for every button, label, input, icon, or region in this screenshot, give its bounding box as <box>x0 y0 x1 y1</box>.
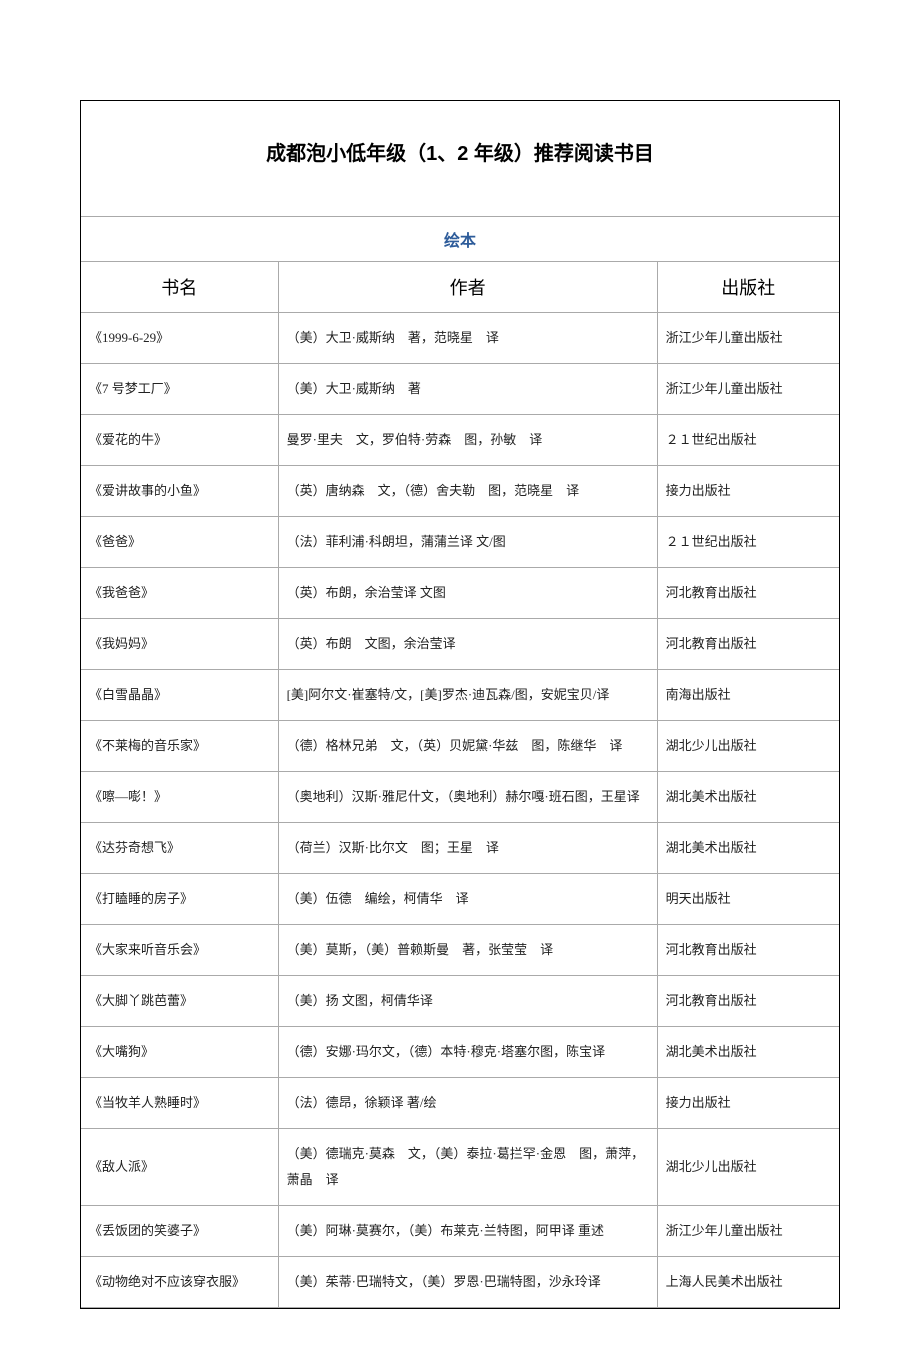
cell-title: 《我爸爸》 <box>81 568 278 619</box>
cell-publisher: 明天出版社 <box>657 874 839 925</box>
cell-title: 《当牧羊人熟睡时》 <box>81 1078 278 1129</box>
cell-author: （法）德昂，徐颖译 著/绘 <box>278 1078 657 1129</box>
cell-publisher: 浙江少年儿童出版社 <box>657 1206 839 1257</box>
cell-title: 《动物绝对不应该穿衣服》 <box>81 1257 278 1308</box>
cell-author: （英）布朗 文图，余治莹译 <box>278 619 657 670</box>
cell-publisher: 湖北少儿出版社 <box>657 1129 839 1206</box>
page-title: 成都泡小低年级（1、2 年级）推荐阅读书目 <box>81 101 839 217</box>
book-table: 成都泡小低年级（1、2 年级）推荐阅读书目 绘本 书名 作者 出版社 《1999… <box>81 101 839 1308</box>
cell-publisher: 湖北美术出版社 <box>657 772 839 823</box>
table-row: 《爱讲故事的小鱼》（英）唐纳森 文，（德）舍夫勒 图，范晓星 译接力出版社 <box>81 466 839 517</box>
table-row: 《当牧羊人熟睡时》（法）德昂，徐颖译 著/绘接力出版社 <box>81 1078 839 1129</box>
cell-author: （美）莫斯，（美）普赖斯曼 著，张莹莹 译 <box>278 925 657 976</box>
cell-author: [美]阿尔文·崔塞特/文，[美]罗杰·迪瓦森/图，安妮宝贝/译 <box>278 670 657 721</box>
table-row: 《爸爸》（法）菲利浦·科朗坦，蒲蒲兰译 文/图２１世纪出版社 <box>81 517 839 568</box>
cell-publisher: 河北教育出版社 <box>657 976 839 1027</box>
cell-title: 《爱讲故事的小鱼》 <box>81 466 278 517</box>
cell-publisher: 河北教育出版社 <box>657 619 839 670</box>
cell-title: 《不莱梅的音乐家》 <box>81 721 278 772</box>
document-frame: 成都泡小低年级（1、2 年级）推荐阅读书目 绘本 书名 作者 出版社 《1999… <box>80 100 840 1309</box>
category-row: 绘本 <box>81 217 839 262</box>
cell-publisher: 河北教育出版社 <box>657 568 839 619</box>
table-row: 《敌人派》（美）德瑞克·莫森 文，（美）泰拉·葛拦罕·金恩 图，萧萍，萧晶 译湖… <box>81 1129 839 1206</box>
table-row: 《打瞌睡的房子》（美）伍德 编绘，柯倩华 译明天出版社 <box>81 874 839 925</box>
cell-title: 《打瞌睡的房子》 <box>81 874 278 925</box>
cell-author: （美）德瑞克·莫森 文，（美）泰拉·葛拦罕·金恩 图，萧萍，萧晶 译 <box>278 1129 657 1206</box>
header-author: 作者 <box>278 262 657 313</box>
table-row: 《嚓—嘭！》（奥地利）汉斯·雅尼什文，（奥地利）赫尔嘎·班石图，王星译湖北美术出… <box>81 772 839 823</box>
table-row: 《7 号梦工厂》（美）大卫·威斯纳 著浙江少年儿童出版社 <box>81 364 839 415</box>
cell-publisher: 接力出版社 <box>657 466 839 517</box>
table-row: 《动物绝对不应该穿衣服》（美）茱蒂·巴瑞特文，（美）罗恩·巴瑞特图，沙永玲译上海… <box>81 1257 839 1308</box>
cell-author: （奥地利）汉斯·雅尼什文，（奥地利）赫尔嘎·班石图，王星译 <box>278 772 657 823</box>
cell-title: 《7 号梦工厂》 <box>81 364 278 415</box>
cell-publisher: ２１世纪出版社 <box>657 415 839 466</box>
cell-title: 《爱花的牛》 <box>81 415 278 466</box>
table-row: 《达芬奇想飞》（荷兰）汉斯·比尔文 图；王星 译湖北美术出版社 <box>81 823 839 874</box>
header-title: 书名 <box>81 262 278 313</box>
table-row: 《不莱梅的音乐家》（德）格林兄弟 文，（英）贝妮黛·华兹 图，陈继华 译湖北少儿… <box>81 721 839 772</box>
cell-title: 《达芬奇想飞》 <box>81 823 278 874</box>
table-row: 《爱花的牛》曼罗·里夫 文，罗伯特·劳森 图，孙敏 译２１世纪出版社 <box>81 415 839 466</box>
cell-title: 《敌人派》 <box>81 1129 278 1206</box>
cell-title: 《嚓—嘭！》 <box>81 772 278 823</box>
cell-title: 《丢饭团的笑婆子》 <box>81 1206 278 1257</box>
cell-title: 《白雪晶晶》 <box>81 670 278 721</box>
cell-publisher: ２１世纪出版社 <box>657 517 839 568</box>
cell-author: （美）阿琳·莫赛尔，（美）布莱克·兰特图，阿甲译 重述 <box>278 1206 657 1257</box>
cell-author: 曼罗·里夫 文，罗伯特·劳森 图，孙敏 译 <box>278 415 657 466</box>
cell-publisher: 河北教育出版社 <box>657 925 839 976</box>
table-row: 《丢饭团的笑婆子》（美）阿琳·莫赛尔，（美）布莱克·兰特图，阿甲译 重述浙江少年… <box>81 1206 839 1257</box>
cell-author: （美）大卫·威斯纳 著 <box>278 364 657 415</box>
table-row: 《大脚丫跳芭蕾》（美）扬 文图，柯倩华译河北教育出版社 <box>81 976 839 1027</box>
cell-publisher: 湖北美术出版社 <box>657 1027 839 1078</box>
header-publisher: 出版社 <box>657 262 839 313</box>
table-row: 《大家来听音乐会》（美）莫斯，（美）普赖斯曼 著，张莹莹 译河北教育出版社 <box>81 925 839 976</box>
cell-author: （美）伍德 编绘，柯倩华 译 <box>278 874 657 925</box>
cell-author: （美）茱蒂·巴瑞特文，（美）罗恩·巴瑞特图，沙永玲译 <box>278 1257 657 1308</box>
cell-author: （英）唐纳森 文，（德）舍夫勒 图，范晓星 译 <box>278 466 657 517</box>
table-row: 《大嘴狗》（德）安娜·玛尔文，（德）本特·穆克·塔塞尔图，陈宝译湖北美术出版社 <box>81 1027 839 1078</box>
cell-title: 《我妈妈》 <box>81 619 278 670</box>
cell-publisher: 浙江少年儿童出版社 <box>657 313 839 364</box>
cell-publisher: 湖北少儿出版社 <box>657 721 839 772</box>
cell-author: （德）安娜·玛尔文，（德）本特·穆克·塔塞尔图，陈宝译 <box>278 1027 657 1078</box>
cell-publisher: 接力出版社 <box>657 1078 839 1129</box>
cell-title: 《大脚丫跳芭蕾》 <box>81 976 278 1027</box>
cell-publisher: 上海人民美术出版社 <box>657 1257 839 1308</box>
cell-author: （德）格林兄弟 文，（英）贝妮黛·华兹 图，陈继华 译 <box>278 721 657 772</box>
table-row: 《我妈妈》（英）布朗 文图，余治莹译河北教育出版社 <box>81 619 839 670</box>
table-header-row: 书名 作者 出版社 <box>81 262 839 313</box>
cell-title: 《爸爸》 <box>81 517 278 568</box>
table-row: 《1999-6-29》（美）大卫·威斯纳 著，范晓星 译浙江少年儿童出版社 <box>81 313 839 364</box>
table-row: 《我爸爸》（英）布朗，余治莹译 文图河北教育出版社 <box>81 568 839 619</box>
cell-title: 《大嘴狗》 <box>81 1027 278 1078</box>
table-row: 《白雪晶晶》[美]阿尔文·崔塞特/文，[美]罗杰·迪瓦森/图，安妮宝贝/译南海出… <box>81 670 839 721</box>
cell-author: （荷兰）汉斯·比尔文 图；王星 译 <box>278 823 657 874</box>
cell-title: 《大家来听音乐会》 <box>81 925 278 976</box>
title-row: 成都泡小低年级（1、2 年级）推荐阅读书目 <box>81 101 839 217</box>
cell-publisher: 南海出版社 <box>657 670 839 721</box>
cell-author: （法）菲利浦·科朗坦，蒲蒲兰译 文/图 <box>278 517 657 568</box>
cell-author: （英）布朗，余治莹译 文图 <box>278 568 657 619</box>
cell-author: （美）大卫·威斯纳 著，范晓星 译 <box>278 313 657 364</box>
cell-title: 《1999-6-29》 <box>81 313 278 364</box>
cell-publisher: 浙江少年儿童出版社 <box>657 364 839 415</box>
cell-publisher: 湖北美术出版社 <box>657 823 839 874</box>
cell-author: （美）扬 文图，柯倩华译 <box>278 976 657 1027</box>
category-label: 绘本 <box>81 217 839 262</box>
